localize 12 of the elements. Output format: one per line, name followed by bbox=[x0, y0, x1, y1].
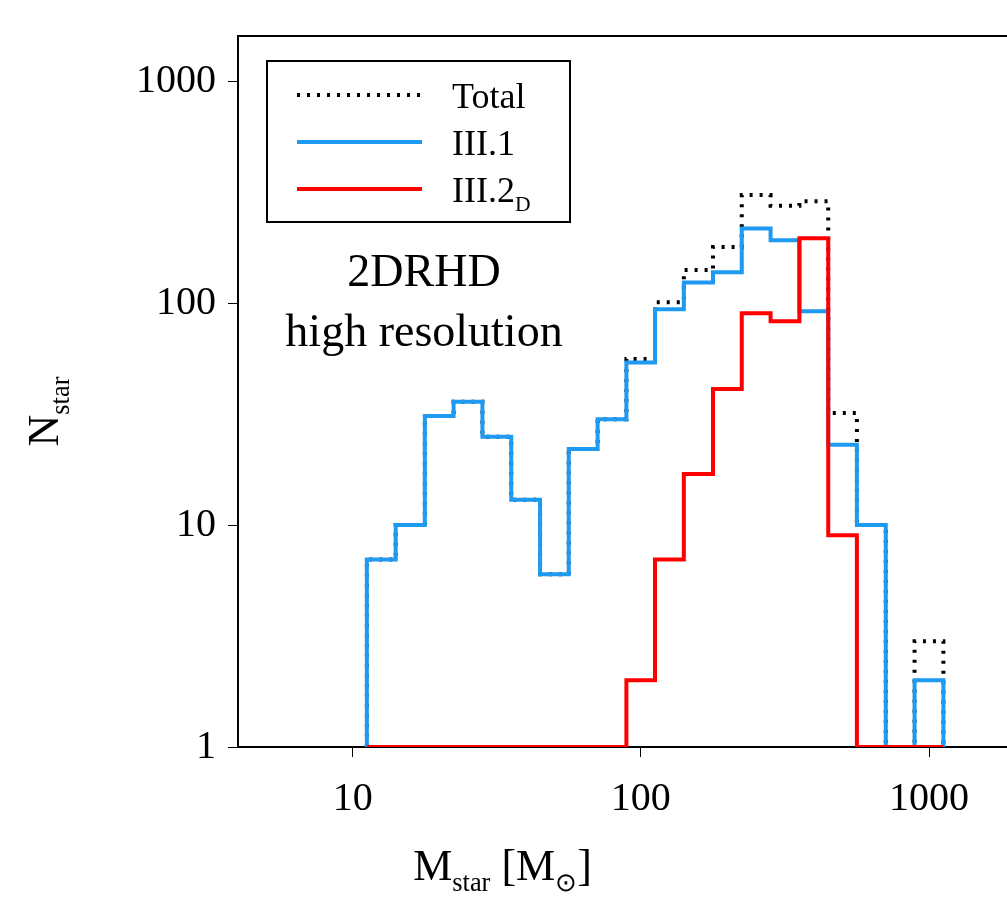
annotation: high resolution bbox=[285, 305, 563, 356]
y-tick-label: 10 bbox=[176, 499, 216, 545]
y-tick-label: 1000 bbox=[136, 55, 216, 101]
legend-label: III.1 bbox=[452, 123, 515, 163]
annotation: 2DRHD bbox=[347, 245, 501, 296]
y-axis-title: Nstar bbox=[19, 376, 75, 447]
x-tick-label: 100 bbox=[610, 773, 671, 819]
legend-label: Total bbox=[452, 76, 526, 116]
y-tick-label: 100 bbox=[156, 277, 216, 323]
y-tick-label: 1 bbox=[196, 721, 216, 767]
x-tick-label: 10 bbox=[332, 773, 373, 819]
x-tick-label: 1000 bbox=[889, 773, 969, 819]
